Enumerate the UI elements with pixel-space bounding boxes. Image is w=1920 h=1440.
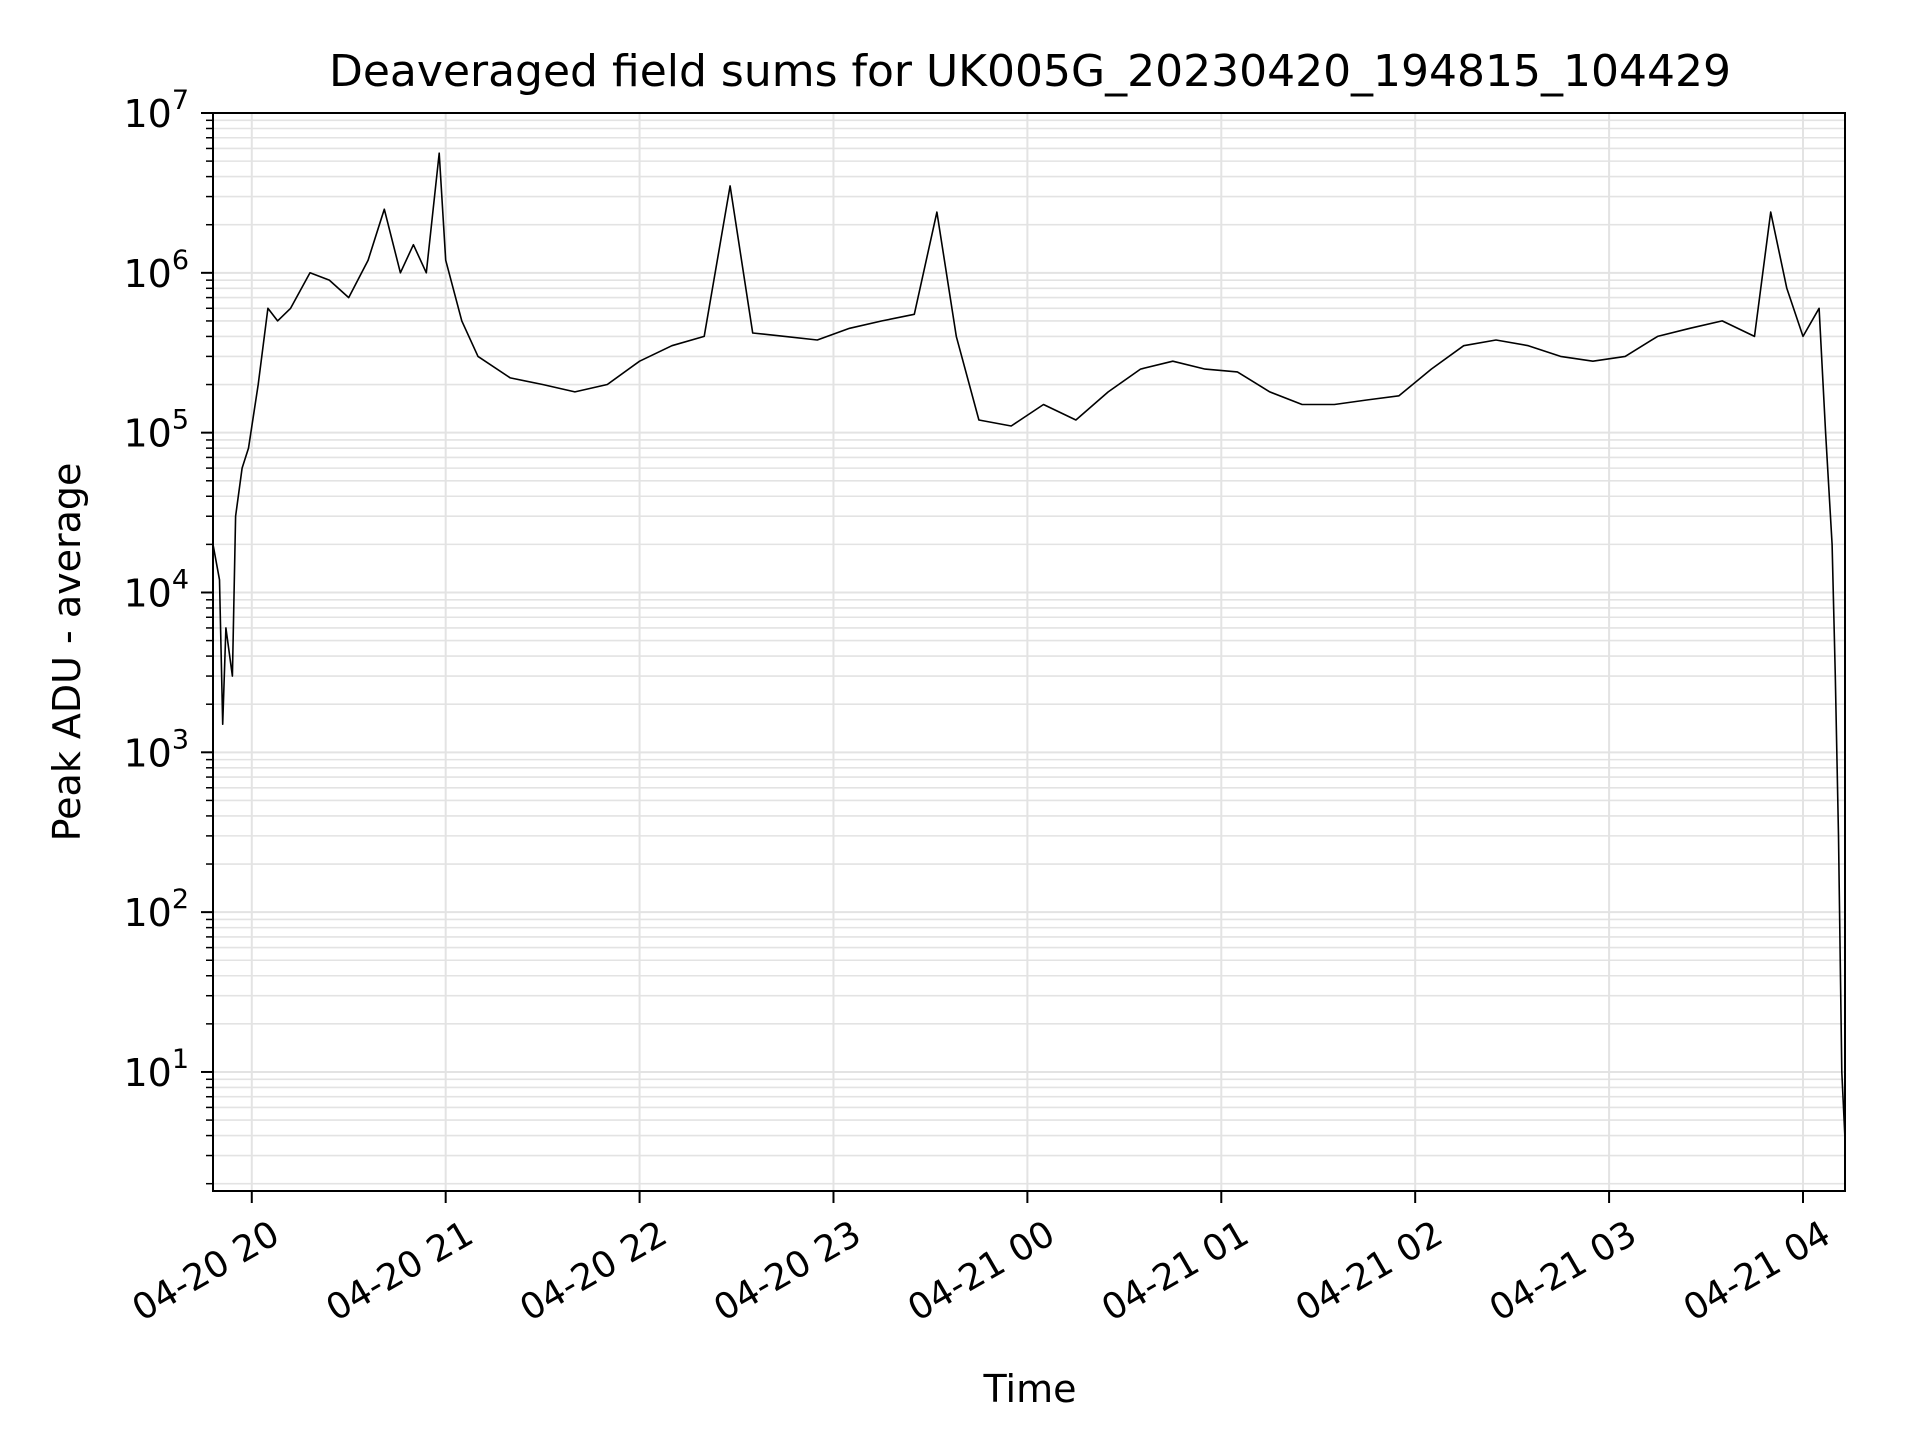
y-tick-label: 105 bbox=[123, 405, 189, 456]
y-tick-label: 106 bbox=[123, 245, 189, 296]
y-axis-label: Peak ADU - average bbox=[45, 463, 89, 842]
series-line bbox=[212, 152, 1846, 1140]
y-tick-label: 107 bbox=[123, 85, 189, 136]
y-tick-label: 102 bbox=[123, 884, 189, 935]
y-axis-ticks: 101 102 103 104 105 106 107 bbox=[123, 85, 213, 1185]
data-series bbox=[212, 152, 1846, 1140]
y-tick-label: 104 bbox=[123, 564, 189, 615]
x-axis-label: Time bbox=[983, 1367, 1077, 1411]
y-tick-label: 101 bbox=[123, 1044, 189, 1095]
plot-frame bbox=[212, 112, 1846, 1192]
y-tick-label: 103 bbox=[123, 724, 189, 775]
chart-title: Deaveraged field sums for UK005G_2023042… bbox=[329, 46, 1731, 97]
grid-lines bbox=[213, 112, 1845, 1191]
